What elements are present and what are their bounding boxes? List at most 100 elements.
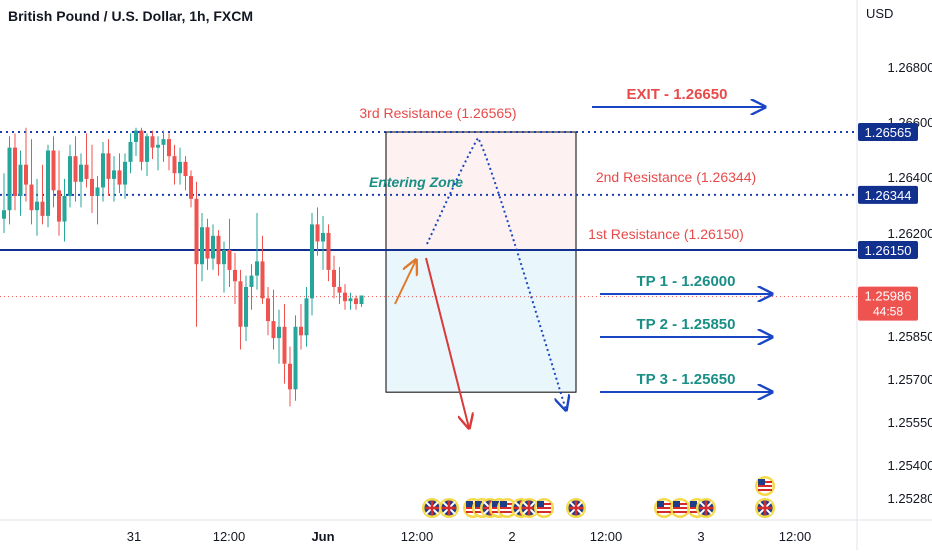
candle: [79, 153, 83, 207]
candle-body: [261, 261, 265, 298]
candle-body: [316, 224, 320, 241]
candle: [2, 173, 6, 233]
candle-body: [239, 281, 243, 326]
candle-body: [195, 199, 199, 264]
zone-lower-fill: [386, 250, 576, 392]
candle-body: [211, 236, 215, 259]
candle-body: [360, 295, 364, 304]
candle: [123, 153, 127, 198]
bar-countdown: 44:58: [873, 305, 903, 319]
candle: [134, 128, 138, 156]
candle-body: [52, 150, 56, 190]
candle-body: [244, 287, 248, 327]
candle-body: [118, 170, 122, 184]
candle: [184, 156, 188, 190]
candle-body: [134, 131, 138, 142]
candle-body: [277, 327, 281, 338]
candle-body: [68, 156, 72, 196]
candle-body: [310, 224, 314, 298]
candle-body: [35, 202, 39, 211]
candle-body: [90, 179, 94, 196]
tp-label: TP 3 - 1.25650: [637, 371, 736, 388]
candle: [299, 304, 303, 349]
candle-body: [79, 165, 83, 182]
us-canton: [537, 501, 544, 507]
candle: [90, 145, 94, 213]
candle: [305, 287, 309, 347]
candle: [200, 213, 204, 281]
y-tick-label: 1.25280: [888, 491, 932, 506]
us-stripe: [673, 511, 687, 513]
candle-body: [2, 210, 6, 219]
candle-body: [349, 298, 353, 301]
us-canton: [758, 479, 765, 485]
candle: [74, 136, 78, 201]
uk-flag-icon: [696, 498, 716, 518]
candle: [35, 179, 39, 236]
candle: [151, 131, 155, 159]
candle: [162, 131, 166, 162]
candle: [277, 310, 281, 364]
entering-zone-label: Entering Zone: [369, 174, 463, 190]
candle: [52, 136, 56, 207]
us-canton: [690, 501, 697, 507]
candle: [360, 295, 364, 306]
candle-body: [167, 139, 171, 156]
candle: [310, 213, 314, 315]
candle: [140, 128, 144, 171]
candle: [255, 213, 259, 290]
x-tick-label: 12:00: [401, 529, 434, 544]
candle-body: [332, 270, 336, 287]
candle: [321, 216, 325, 270]
x-tick-label: 2: [508, 529, 515, 544]
candle: [30, 139, 34, 224]
price-axis-tag-text: 1.26565: [865, 125, 912, 140]
x-tick-label: 31: [127, 529, 141, 544]
candle-body: [19, 165, 23, 196]
resistance-label: 1st Resistance (1.26150): [588, 226, 744, 242]
x-tick-label: 12:00: [590, 529, 623, 544]
candle-body: [200, 227, 204, 264]
x-tick-label: 3: [697, 529, 704, 544]
us-canton: [657, 501, 664, 507]
candle-body: [189, 176, 193, 199]
candle: [250, 264, 254, 309]
candle-body: [13, 148, 17, 196]
candle-body: [321, 233, 325, 242]
candle-body: [156, 145, 160, 148]
candle: [316, 207, 320, 255]
y-tick-label: 1.25700: [888, 372, 932, 387]
candle: [68, 145, 72, 208]
candle-body: [233, 270, 237, 281]
exit-label: EXIT - 1.26650: [627, 86, 728, 103]
candle-body: [30, 185, 34, 211]
candle: [8, 136, 12, 224]
candle-body: [145, 136, 149, 162]
candle-body: [74, 156, 78, 182]
candle: [244, 276, 248, 341]
uk-flag-icon: [566, 498, 586, 518]
candle-body: [96, 187, 100, 196]
currency-label: USD: [866, 6, 893, 21]
candle: [206, 219, 210, 270]
y-tick-label: 1.26200: [888, 226, 932, 241]
candle-body: [338, 287, 342, 293]
candle: [19, 150, 23, 215]
candle: [288, 347, 292, 407]
candle: [85, 133, 89, 187]
y-tick-label: 1.26400: [888, 170, 932, 185]
candle: [327, 224, 331, 281]
us-stripe: [657, 507, 671, 509]
y-tick-label: 1.25400: [888, 458, 932, 473]
candle-body: [41, 202, 45, 216]
us-stripe: [673, 507, 687, 509]
candle: [217, 230, 221, 275]
candle: [173, 145, 177, 185]
resistance-label: 2nd Resistance (1.26344): [596, 169, 756, 185]
candle-body: [272, 321, 276, 338]
us-canton: [500, 501, 507, 507]
chart-title: British Pound / U.S. Dollar, 1h, FXCM: [8, 8, 253, 24]
uk-flag-icon: [439, 498, 459, 518]
candle-body: [151, 136, 155, 147]
